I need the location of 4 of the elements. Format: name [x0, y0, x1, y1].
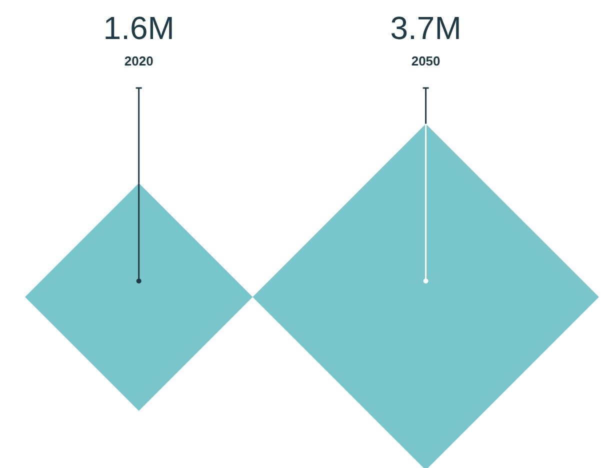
- category-label: 2020: [124, 54, 154, 68]
- category-label: 2050: [411, 54, 440, 68]
- data-label: 3.7M: [390, 10, 462, 46]
- data-label: 1.6M: [103, 10, 174, 46]
